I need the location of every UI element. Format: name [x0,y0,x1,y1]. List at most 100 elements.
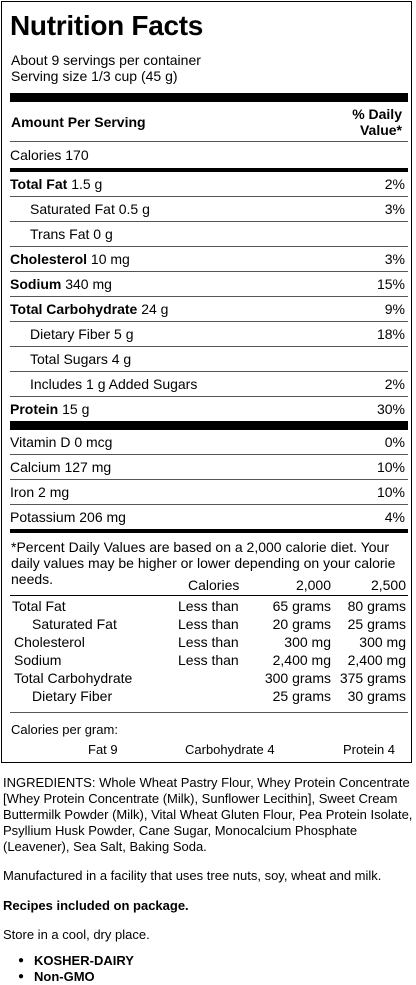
guide-nutrient: Total Carbohydrate [14,670,133,686]
micronutrient-row: Calcium 127 mg 10% [10,455,408,479]
divider [10,346,408,347]
fat-per-gram: Fat 9 [88,742,118,757]
nutrient-amount: 340 mg [65,276,112,292]
product-info: INGREDIENTS: Whole Wheat Pastry Flour, W… [0,775,416,855]
guide-2500-value: 30 grams [347,688,406,704]
nutrient-name: Cholesterol [10,251,88,267]
nutrient-dv: 9% [384,301,405,317]
nutrient-row: Total Carbohydrate 24 g 9% [10,297,408,321]
guide-nutrient: Saturated Fat [32,616,117,632]
medium-rule [10,529,408,533]
divider [10,271,408,272]
amount-per-serving-header: Amount Per Serving [11,114,146,130]
divider [10,246,408,247]
nutrient-name: Dietary Fiber 5 g [30,326,134,342]
guide-2000-value: 2,400 mg [272,652,331,668]
storage-wrap: Store in a cool, dry place. [0,927,416,943]
nutrient-name: Sodium [10,276,62,292]
guide-2000-value: 300 mg [284,634,331,650]
guide-nutrient: Cholesterol [14,634,85,650]
certification-item: KOSHER-DAIRY [18,953,134,969]
guide-2500-value: 375 grams [339,670,406,686]
nutrient-dv: 2% [384,176,405,192]
label-title: Nutrition Facts [10,10,204,41]
storage-instructions: Store in a cool, dry place. [3,927,150,942]
nutrient-row: Sodium 340 mg 15% [10,272,408,296]
thick-rule [10,421,408,430]
recipes-note: Recipes included on package. [3,898,189,913]
thick-rule [10,93,408,102]
nutrient-row: Includes 1 g Added Sugars 2% [10,372,408,396]
micronutrient-dv: 10% [376,459,405,475]
medium-rule [10,168,408,172]
guide-2000-value: 65 grams [272,598,331,614]
dv-header-line1: % Daily [352,106,402,122]
divider [10,296,408,297]
guide-limit: Less than [178,652,239,668]
nutrient-row: Saturated Fat 0.5 g 3% [10,197,408,221]
calories-per-gram-label: Calories per gram: [11,722,118,737]
guide-head-2500: 2,500 [370,577,406,593]
guide-2000-value: 300 grams [264,670,331,686]
guide-2500-value: 80 grams [347,598,406,614]
recipes-wrap: Recipes included on package. [0,898,416,914]
nutrient-row: Trans Fat 0 g [10,222,408,246]
carbohydrate-per-gram: Carbohydrate 4 [185,742,275,757]
nutrient-dv: 3% [384,251,405,267]
ingredients: INGREDIENTS: Whole Wheat Pastry Flour, W… [3,775,413,854]
nutrient-name: Includes 1 g Added Sugars [30,376,198,392]
micronutrient-name: Vitamin D 0 mcg [10,434,113,450]
facility-wrap: Manufactured in a facility that uses tre… [0,868,416,884]
guide-2500-value: 25 grams [347,616,406,632]
divider [10,141,408,142]
nutrient-name: Protein [10,401,59,417]
nutrient-dv: 3% [384,201,405,217]
servings-per-container: About 9 servings per container [11,52,201,68]
daily-value-header: % Daily Value* [352,106,402,138]
divider [10,454,408,455]
footnote: *Percent Daily Values are based on a 2,0… [11,539,396,587]
nutrient-name: Total Fat [10,176,68,192]
guide-2500-value: 300 mg [359,634,406,650]
micronutrient-name: Potassium 206 mg [10,509,126,525]
nutrient-name: Trans Fat 0 g [30,226,113,242]
divider [10,712,408,713]
guide-nutrient: Total Fat [12,598,66,614]
divider [10,371,408,372]
nutrient-row: Total Sugars 4 g [10,347,408,371]
micronutrient-row: Potassium 206 mg 4% [10,505,408,529]
nutrient-amount: 15 g [62,401,90,417]
certifications-list: KOSHER-DAIRY Non-GMO [0,953,134,985]
calories-row: Calories 170 [10,143,408,167]
guide-limit: Less than [178,616,239,632]
nutrient-row: Protein 15 g 30% [10,397,408,421]
nutrient-amount: 24 g [141,301,169,317]
divider [10,396,408,397]
nutrition-facts-panel: Nutrition Facts About 9 servings per con… [1,1,412,763]
dv-header-line2: Value* [359,122,402,138]
micronutrient-row: Iron 2 mg 10% [10,480,408,504]
facility-statement: Manufactured in a facility that uses tre… [3,868,382,883]
calories-text: Calories 170 [10,147,89,163]
guide-2000-value: 25 grams [272,688,331,704]
guide-limit: Less than [178,598,239,614]
micronutrient-dv: 10% [376,484,405,500]
micronutrient-dv: 4% [384,509,405,525]
nutrient-amount: 1.5 g [71,176,103,192]
guide-2000-value: 20 grams [272,616,331,632]
nutrient-dv: 15% [376,276,405,292]
guide-head-2000: 2,000 [295,577,331,593]
nutrient-row: Total Fat 1.5 g 2% [10,172,408,196]
nutrient-row: Dietary Fiber 5 g 18% [10,322,408,346]
nutrient-amount: 10 mg [90,251,130,267]
certification-item: Non-GMO [18,969,134,985]
nutrient-row: Cholesterol 10 mg 3% [10,247,408,271]
nutrient-name: Total Sugars 4 g [30,351,132,367]
micronutrient-name: Iron 2 mg [10,484,70,500]
nutrient-dv: 30% [376,401,405,417]
guide-2500-value: 2,400 mg [347,652,406,668]
micronutrient-row: Vitamin D 0 mcg 0% [10,430,408,454]
divider [10,321,408,322]
serving-size: Serving size 1/3 cup (45 g) [11,68,178,84]
guide-divider [10,595,408,596]
